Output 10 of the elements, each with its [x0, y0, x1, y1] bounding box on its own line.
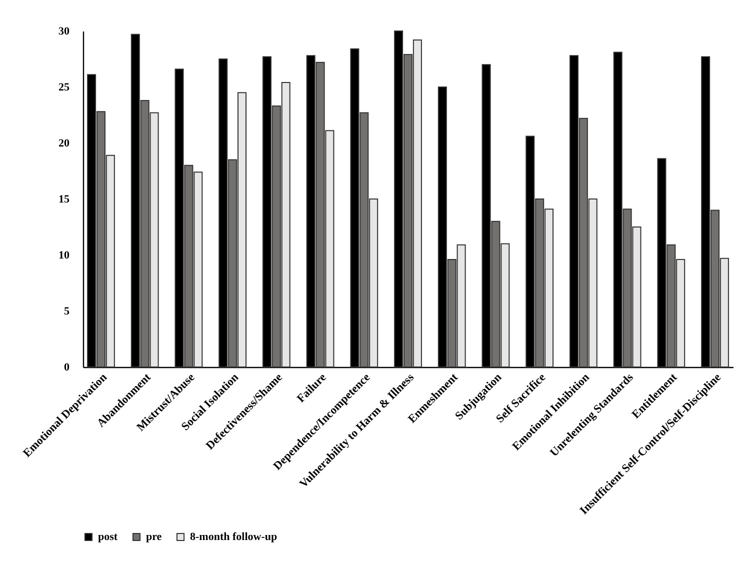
- y-tick-label: 5: [64, 306, 70, 318]
- legend-label: 8-month follow-up: [190, 530, 278, 543]
- y-tick-label: 25: [58, 82, 70, 94]
- y-tick-label: 10: [58, 250, 70, 262]
- y-tick-label: 15: [58, 194, 70, 206]
- legend-label: post: [98, 530, 118, 543]
- y-tick-label: 30: [58, 26, 70, 38]
- y-tick-label: 0: [64, 362, 70, 374]
- y-tick-label: 20: [58, 138, 70, 150]
- legend-label: pre: [146, 530, 162, 543]
